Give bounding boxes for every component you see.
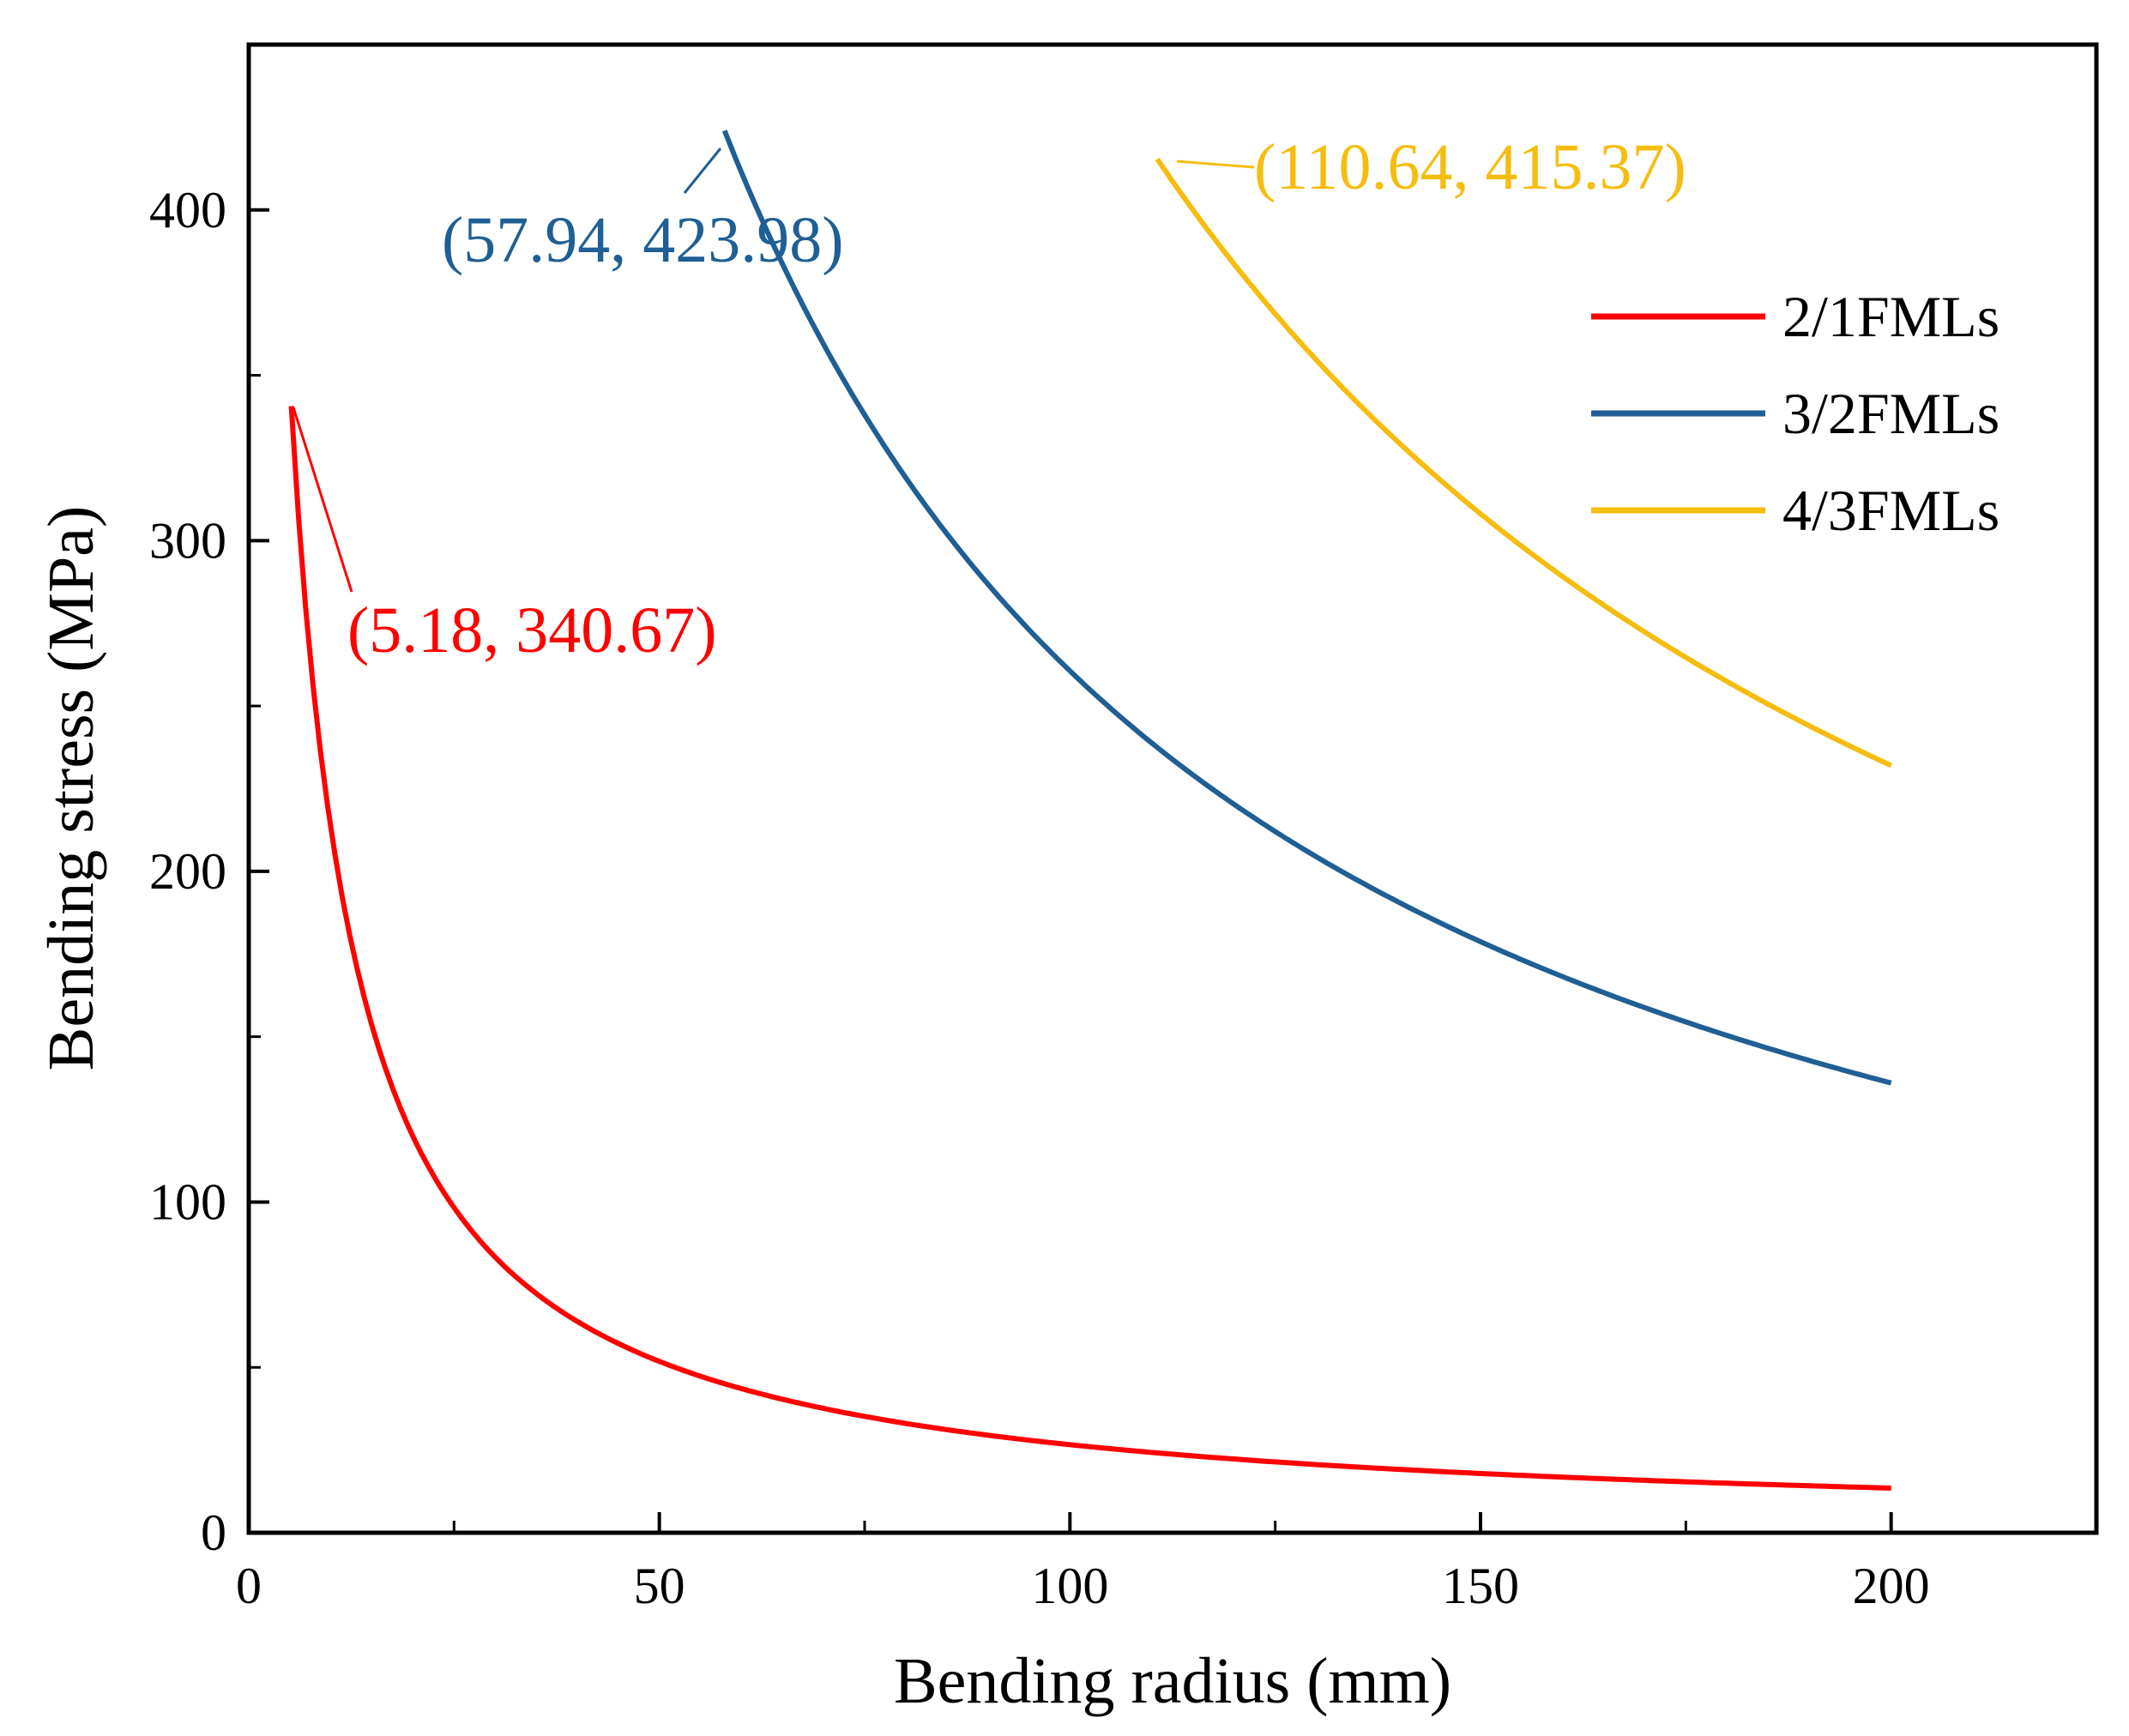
annotation-peak-4-3fmls: (110.64, 415.37) (1254, 131, 1686, 203)
legend: 2/1FMLs 3/2FMLs 4/3FMLs (1591, 284, 1999, 543)
legend-label-4-3fmls: 4/3FMLs (1782, 478, 1999, 543)
annotation-leader-2-1fmls (292, 407, 353, 593)
y-tick-label: 400 (149, 182, 226, 238)
annotation-leader-3-2fmls (683, 148, 722, 194)
y-tick-label: 200 (149, 843, 226, 900)
series-line-2-1fmls (288, 406, 1891, 1491)
y-tick-label: 300 (149, 512, 226, 569)
x-tick-label: 200 (1853, 1558, 1930, 1614)
y-tick-label: 100 (149, 1173, 226, 1230)
annotation-leader-4-3fmls (1176, 160, 1255, 169)
plot-area (288, 130, 1892, 1491)
legend-label-3-2fmls: 3/2FMLs (1782, 381, 1999, 446)
axis-ticks: 0 50 100 150 200 0 100 200 300 400 (149, 182, 1930, 1614)
series-line-3-2fmls (721, 130, 1892, 1086)
annotation-peak-3-2fmls: (57.94, 423.98) (442, 204, 844, 276)
y-tick-label: 0 (201, 1504, 226, 1561)
annotations: (5.18, 340.67) (57.94, 423.98) (110.64, … (292, 131, 1686, 666)
annotation-peak-2-1fmls: (5.18, 340.67) (347, 594, 717, 666)
x-tick-label: 50 (634, 1558, 685, 1614)
x-tick-label: 100 (1031, 1558, 1108, 1614)
x-tick-label: 0 (236, 1558, 262, 1614)
series-line-4-3fmls (1155, 157, 1892, 769)
x-axis-title: Bending radius (mm) (894, 1645, 1451, 1717)
axes-frame (246, 42, 2099, 1535)
legend-label-2-1fmls: 2/1FMLs (1782, 284, 1999, 349)
y-axis-title: Bending stress (MPa) (35, 506, 107, 1071)
x-tick-label: 150 (1442, 1558, 1519, 1614)
